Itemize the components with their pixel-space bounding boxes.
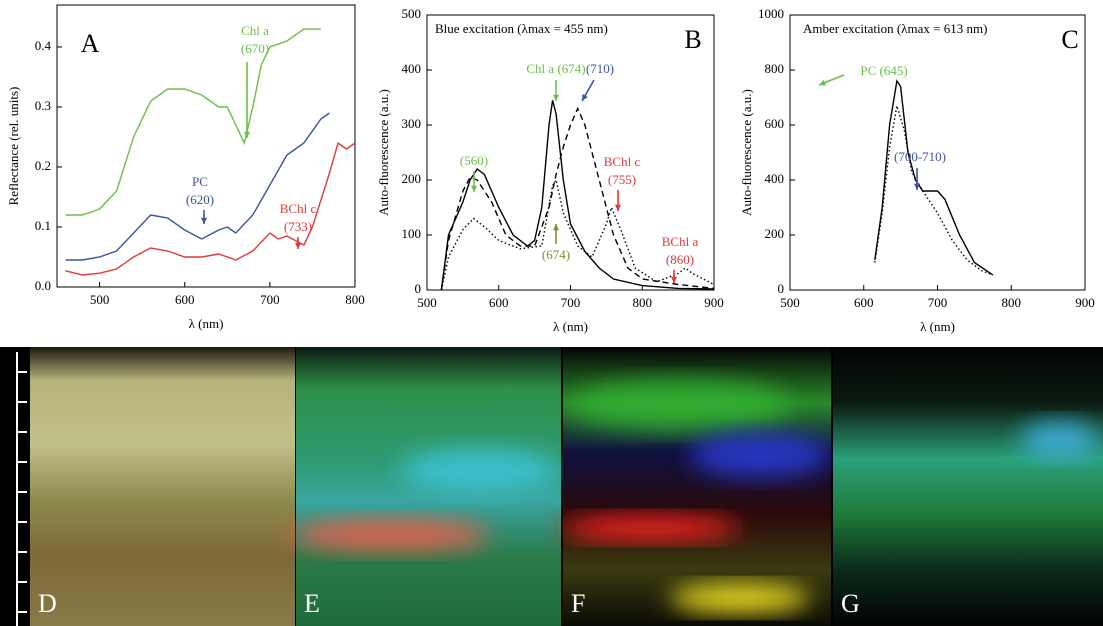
y-tick-label: 400: [402, 61, 422, 76]
data-line: [874, 79, 994, 276]
arrow-head: [819, 79, 826, 86]
panel-label: G: [841, 589, 860, 618]
annotation: (710): [586, 61, 614, 76]
red-band: [560, 516, 740, 540]
x-tick-label: 500: [417, 295, 437, 310]
cyan-band: [400, 448, 560, 492]
x-tick-label: 800: [1002, 295, 1022, 310]
x-tick-label: 700: [928, 295, 948, 310]
x-tick-label: 800: [345, 292, 365, 307]
y-tick-label: 800: [765, 61, 785, 76]
data-line: [65, 28, 321, 216]
annotation: PC (645): [860, 63, 907, 78]
annotation: (860): [666, 252, 694, 267]
arrow-head: [913, 183, 921, 190]
y-tick-label: 1000: [758, 6, 784, 21]
y-axis-label: Auto-fluorescence (a.u.): [739, 89, 754, 216]
chart: 500 600 700 800 900 0 200 400 600 800 1000 λ (nm) Au…: [739, 6, 1095, 334]
x-tick-label: 900: [704, 295, 724, 310]
green-band: [570, 381, 790, 429]
panel-label: F: [571, 589, 585, 618]
annotation: (674): [542, 247, 570, 262]
chart-title: Amber excitation (λmax = 613 nm): [803, 21, 987, 36]
panel-letter: C: [1061, 25, 1078, 54]
annotation: PC: [192, 174, 208, 189]
chart: 500 600 700 800 0.0 0.1 0.2 0.3 0.4 λ (nm) Reflect…: [6, 4, 365, 331]
y-tick-label: 0.1: [35, 218, 51, 233]
arrow-head: [243, 131, 251, 138]
y-tick-label: 200: [765, 226, 785, 241]
y-tick-label: 0.2: [35, 158, 51, 173]
y-tick-label: 300: [402, 116, 422, 131]
arrow-head: [294, 242, 302, 249]
annotation: (755): [608, 172, 636, 187]
y-tick-label: 500: [402, 6, 422, 21]
arrow-head: [470, 185, 478, 192]
x-tick-label: 700: [260, 292, 280, 307]
annotation: (620): [186, 192, 214, 207]
data-line: [65, 141, 356, 276]
x-tick-label: 700: [561, 295, 581, 310]
arrow-head: [670, 276, 678, 283]
plot-frame: [56, 4, 356, 288]
panel-label: E: [304, 589, 320, 618]
y-tick-label: 0.4: [35, 38, 52, 53]
image-g: [833, 347, 1103, 626]
annotation: (560): [460, 153, 488, 168]
y-axis-label: Reflectance (rel. units): [6, 87, 21, 206]
data-line: [440, 106, 715, 291]
image-strip: D E F G: [0, 347, 1103, 626]
arrow-head: [552, 224, 560, 231]
annotation: BChl c: [280, 201, 317, 216]
y-axis-label: Auto-fluorescence (a.u.): [376, 89, 391, 216]
data-line: [440, 100, 715, 291]
y-tick-label: 0: [778, 281, 785, 296]
panel-label: D: [38, 589, 57, 618]
arrow-head: [552, 94, 560, 101]
annotation: Chl a: [241, 23, 269, 38]
chart-title: Blue excitation (λmax = 455 nm): [435, 21, 608, 36]
image-d: [30, 347, 295, 626]
x-tick-label: 500: [780, 295, 800, 310]
annotation: Chl a (674): [526, 61, 585, 76]
panel-letter: B: [684, 25, 701, 54]
x-tick-label: 800: [633, 295, 653, 310]
x-tick-label: 600: [854, 295, 874, 310]
annotation: (670): [241, 41, 269, 56]
chart: 500 600 700 800 900 0 100 200 300 400 500 λ (nm) Aut…: [376, 6, 724, 334]
y-tick-label: 0.0: [35, 278, 51, 293]
data-line: [65, 112, 330, 261]
x-tick-label: 900: [1075, 295, 1095, 310]
arrow-head: [614, 204, 622, 211]
blue-band: [690, 433, 830, 477]
annotation: BChl c: [604, 154, 641, 169]
x-tick-label: 500: [90, 292, 110, 307]
annotation: (700-710): [894, 149, 946, 164]
ruler-ticks: [17, 371, 27, 613]
panel-letter: A: [81, 29, 100, 58]
annotation: BChl a: [662, 234, 699, 249]
y-tick-label: 100: [402, 226, 422, 241]
x-axis-label: λ (nm): [189, 316, 224, 331]
y-tick-label: 200: [402, 171, 422, 186]
cyan-band: [1020, 422, 1100, 458]
x-tick-label: 600: [175, 292, 195, 307]
annotation: (733): [284, 219, 312, 234]
red-band: [290, 519, 490, 551]
y-tick-label: 0.3: [35, 98, 51, 113]
arrow-head: [200, 217, 208, 224]
yellow-band: [670, 584, 810, 612]
y-tick-label: 0: [415, 281, 422, 296]
x-axis-label: λ (nm): [920, 319, 955, 334]
x-axis-label: λ (nm): [553, 319, 588, 334]
y-tick-label: 400: [765, 171, 785, 186]
data-line: [440, 178, 715, 291]
y-tick-label: 600: [765, 116, 785, 131]
x-tick-label: 600: [489, 295, 509, 310]
arrow-head: [582, 94, 588, 101]
